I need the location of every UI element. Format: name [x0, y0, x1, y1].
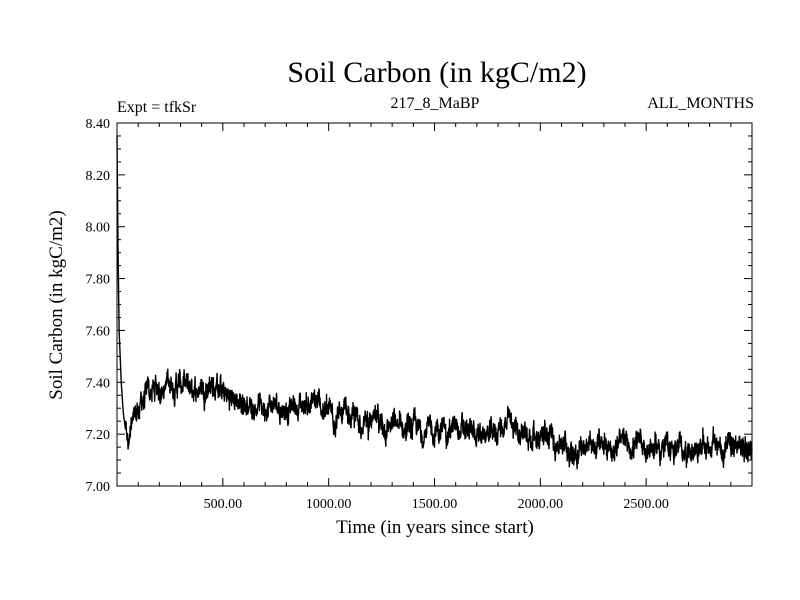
y-tick-label: 7.00 — [86, 480, 111, 495]
x-tick-label: 2000.00 — [518, 497, 564, 512]
y-tick-label: 8.40 — [86, 117, 111, 132]
series-line-soil-carbon — [116, 135, 753, 470]
chart-title: Soil Carbon (in kgC/m2) — [287, 56, 586, 89]
x-tick-label: 500.00 — [204, 497, 243, 512]
y-tick-label: 8.00 — [86, 221, 111, 236]
x-axis-label: Time (in years since start) — [336, 517, 534, 538]
y-tick-label: 7.60 — [86, 324, 111, 339]
y-tick-label: 8.20 — [86, 169, 111, 184]
months-label: ALL_MONTHS — [647, 95, 754, 112]
plot-area — [116, 135, 753, 470]
x-tick-label: 1500.00 — [412, 497, 458, 512]
y-tick-label: 7.80 — [86, 273, 111, 288]
x-tick-label: 1000.00 — [306, 497, 352, 512]
y-axis-label: Soil Carbon (in kgC/m2) — [46, 210, 67, 399]
axis-ticks: 7.00 7.20 7.40 7.60 7.80 8.00 8.20 8.40 500.00 10… — [86, 117, 752, 512]
y-tick-label: 7.40 — [86, 376, 111, 391]
y-tick-label: 7.20 — [86, 428, 111, 443]
period-label: 217_8_MaBP — [391, 95, 480, 112]
experiment-label: Expt = tfkSr — [117, 99, 197, 116]
plot-frame — [116, 122, 753, 487]
x-tick-label: 2500.00 — [623, 497, 669, 512]
